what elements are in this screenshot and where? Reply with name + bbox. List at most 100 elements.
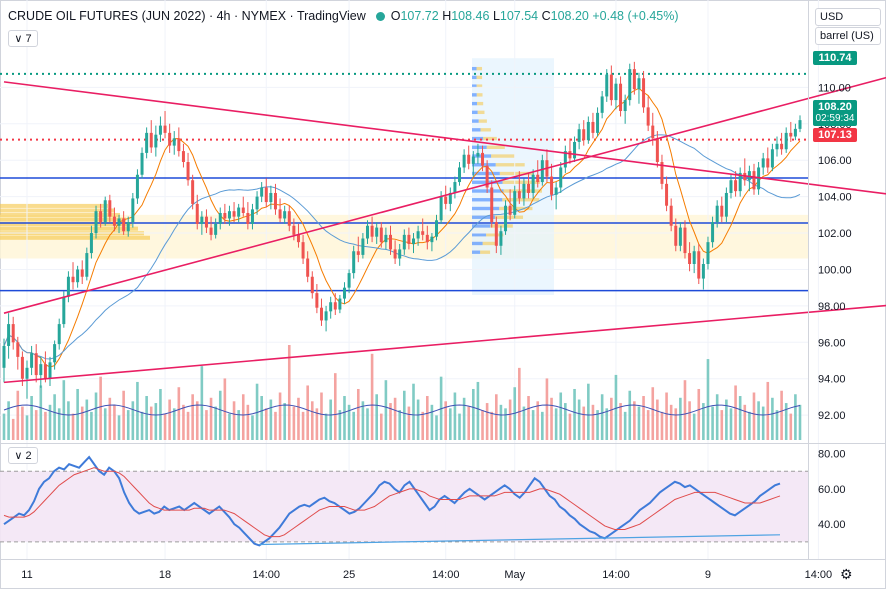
profile-bar-yellow	[480, 128, 491, 132]
candle-body	[181, 151, 185, 163]
candle	[789, 121, 793, 142]
time-tick-label: 14:00	[432, 569, 460, 581]
candle	[269, 185, 273, 210]
volume-bar	[2, 413, 6, 440]
profile-bar-blue	[472, 75, 477, 80]
currency-select[interactable]: USD	[815, 8, 881, 26]
candle-body	[99, 211, 103, 223]
candle-body	[646, 107, 650, 126]
symbol-title[interactable]: CRUDE OIL FUTURES (JUN 2022) · 4h · NYME…	[8, 9, 366, 23]
high-value: 108.46	[451, 9, 490, 23]
candle-body	[527, 183, 531, 193]
volume-bar	[462, 397, 466, 440]
candle	[352, 245, 356, 279]
candle-body	[660, 162, 664, 184]
candle	[614, 78, 618, 110]
left-profile-bar	[0, 213, 120, 218]
volume-bar	[679, 397, 682, 440]
candle-body	[536, 174, 540, 183]
unit-select[interactable]: barrel (US)	[815, 27, 881, 45]
volume-bar	[444, 401, 448, 440]
candle	[250, 203, 254, 230]
candle	[71, 262, 75, 290]
left-profile-bar	[0, 222, 132, 227]
close-value: 108.20	[550, 9, 589, 23]
profile-bar-blue	[472, 233, 487, 237]
candle-body	[163, 125, 167, 133]
candle-body	[379, 227, 383, 243]
volume-bar	[172, 408, 176, 440]
level-badge-upper: 110.74	[813, 51, 857, 65]
candle	[766, 147, 770, 173]
candle	[711, 216, 715, 248]
gear-icon[interactable]: ⚙	[840, 566, 853, 582]
candle	[347, 269, 351, 294]
candle	[131, 192, 135, 228]
candle-body	[361, 238, 365, 255]
candle	[191, 174, 195, 210]
candle	[287, 205, 291, 232]
candle	[697, 243, 701, 285]
candle	[7, 313, 11, 359]
volume-bar	[416, 399, 420, 440]
candle	[186, 152, 190, 186]
candle	[462, 149, 466, 173]
candle	[729, 174, 733, 199]
candle-body	[103, 200, 107, 223]
candle-body	[435, 220, 439, 237]
volume-bar	[591, 404, 595, 440]
candle-body	[140, 152, 144, 175]
candle-body	[11, 324, 15, 343]
candle-body	[34, 353, 38, 376]
candle-body	[485, 165, 489, 188]
volume-bar	[283, 403, 286, 440]
candle	[724, 187, 728, 223]
profile-bar-blue	[472, 224, 491, 228]
volume-bar	[310, 401, 314, 440]
candle-body	[135, 174, 139, 199]
candle-body	[402, 234, 406, 250]
candle	[149, 120, 153, 153]
pane-indicators-toggle-button[interactable]: ∨ 2	[8, 447, 38, 464]
candle	[306, 251, 310, 283]
volume-bar	[550, 397, 553, 440]
candle	[315, 284, 319, 314]
volume-bar	[62, 380, 66, 440]
volume-bar	[90, 411, 93, 440]
left-profile-bar	[0, 208, 114, 213]
time-tick-label: 18	[159, 569, 171, 581]
volume-bar	[168, 399, 171, 440]
volume-bar	[122, 390, 125, 440]
candle-body	[158, 125, 162, 135]
candle-body	[734, 180, 738, 192]
volume-bar	[315, 408, 319, 440]
candle-body	[540, 160, 544, 183]
volume-bar	[499, 404, 503, 440]
candle	[384, 227, 388, 250]
volume-bar	[186, 411, 190, 440]
candle	[738, 167, 742, 197]
candle-body	[43, 364, 47, 379]
candle-body	[499, 231, 503, 246]
candle-body	[250, 209, 254, 224]
candle-body	[296, 234, 300, 243]
candle-body	[775, 143, 779, 150]
volume-bar	[476, 381, 480, 440]
candle	[30, 345, 34, 376]
candle-body	[287, 211, 291, 226]
candle-body	[421, 231, 425, 235]
candle	[522, 178, 526, 206]
time-tick-label: May	[504, 569, 525, 581]
indicators-toggle-button[interactable]: ∨ 7	[8, 30, 38, 47]
candle	[108, 194, 112, 223]
candle	[407, 227, 411, 250]
volume-bar	[389, 403, 392, 440]
price-tick-label: 94.00	[818, 374, 846, 386]
candle-body	[149, 132, 153, 148]
candle-body	[16, 342, 20, 357]
volume-bar	[748, 411, 751, 440]
unit-label: barrel (US)	[820, 30, 874, 42]
candle-body	[568, 151, 572, 159]
candle-body	[490, 187, 494, 223]
candle-body	[356, 251, 360, 255]
